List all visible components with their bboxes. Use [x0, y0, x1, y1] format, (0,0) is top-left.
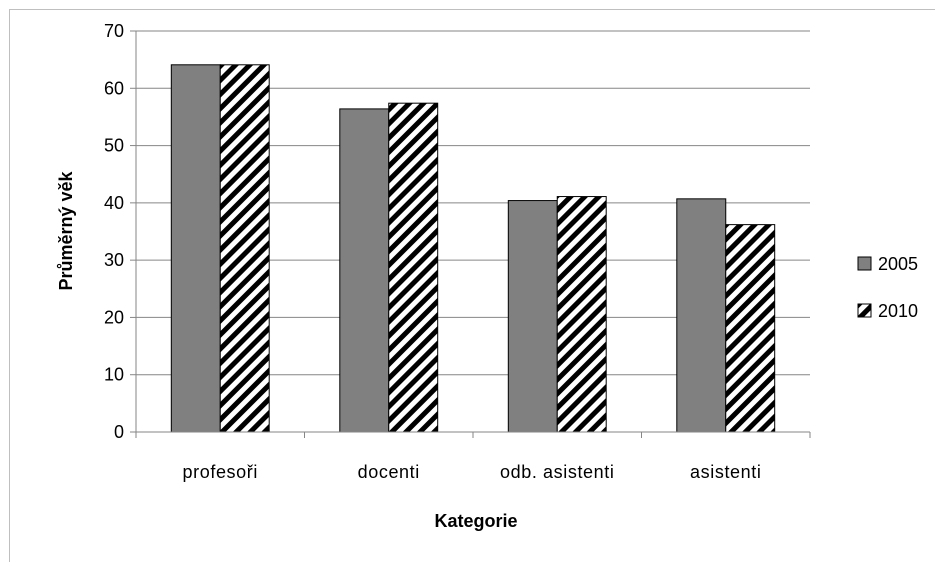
y-tick-label: 60 [104, 78, 124, 98]
y-tick-label: 50 [104, 136, 124, 156]
axes: 0 10 20 30 40 50 60 70 profesoři docenti odb. asis… [104, 21, 811, 482]
bar-2005-1 [339, 108, 390, 433]
legend-swatch [857, 303, 872, 318]
x-tick-label: docenti [358, 462, 420, 482]
bar-2010-0 [219, 64, 270, 433]
x-tick-label: odb. asistenti [500, 462, 614, 482]
chart-border [9, 9, 935, 562]
bars [170, 64, 776, 433]
y-tick-label: 70 [104, 21, 124, 41]
legend: 2005 2010 [857, 254, 918, 321]
y-axis-title: Průměrný věk [56, 170, 76, 290]
x-axis-title: Kategorie [434, 511, 517, 531]
bar-2005-0 [170, 64, 221, 433]
y-tick-label: 40 [104, 193, 124, 213]
y-tick-label: 20 [104, 307, 124, 327]
y-tick-label: 10 [104, 365, 124, 385]
bar-2010-2 [556, 196, 607, 433]
y-tick-label: 30 [104, 250, 124, 270]
y-tick-label: 0 [114, 422, 124, 442]
bar-2005-3 [676, 198, 727, 433]
legend-swatch [857, 256, 872, 271]
x-tick-label: profesoři [183, 462, 258, 482]
x-tick-label: asistenti [690, 462, 761, 482]
bar-2005-2 [507, 200, 558, 433]
legend-label: 2010 [878, 301, 918, 321]
bar-2010-1 [388, 102, 439, 433]
bar-2010-3 [725, 224, 776, 433]
legend-label: 2005 [878, 254, 918, 274]
